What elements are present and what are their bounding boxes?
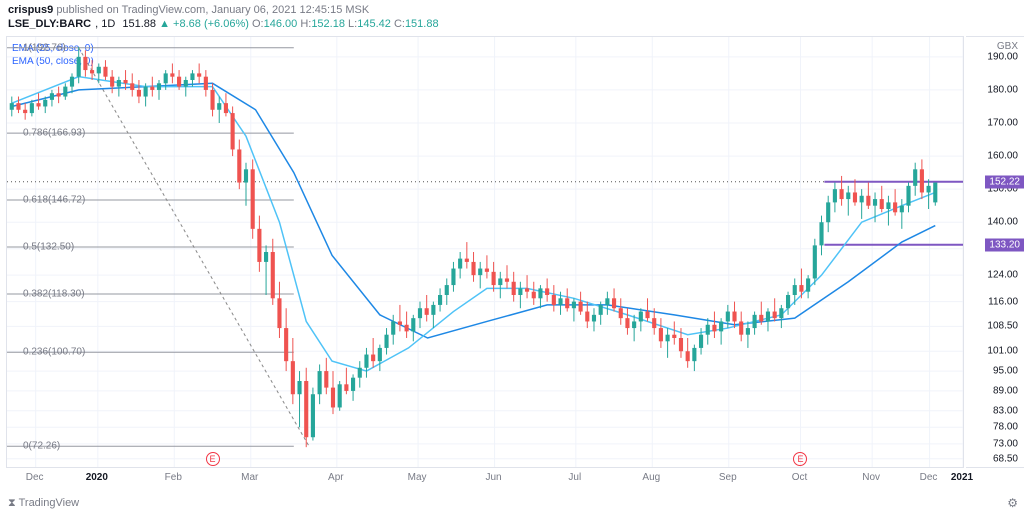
y-tick: 190.00 [987, 51, 1018, 62]
fib-level: 0.5(132.50) [23, 242, 74, 253]
fib-level: 0.618(146.72) [23, 195, 85, 206]
y-tick: 95.00 [993, 366, 1018, 377]
x-tick: Apr [328, 472, 344, 483]
x-tick: May [408, 472, 427, 483]
y-tick: 170.00 [987, 118, 1018, 129]
change-up: ▲ +8.68 (+6.06%) [159, 18, 249, 30]
fib-level: 0(72.26) [23, 441, 60, 452]
x-tick: Nov [862, 472, 880, 483]
publish-info: crispus9 published on TradingView.com, J… [8, 4, 369, 16]
y-tick: 83.00 [993, 405, 1018, 416]
y-tick: 116.00 [988, 296, 1018, 307]
tradingview-logo[interactable]: ⧗ TradingView [8, 497, 79, 510]
y-tick: 73.00 [993, 438, 1018, 449]
fib-level: 1(192.76) [23, 42, 66, 53]
x-tick: Dec [920, 472, 938, 483]
y-tick: 101.00 [987, 346, 1018, 357]
currency-label: GBX [997, 41, 1018, 52]
ticker[interactable]: LSE_DLY:BARC [8, 18, 91, 30]
x-tick: Feb [165, 472, 182, 483]
price-chart[interactable]: 1(192.76) 0.786(166.93) 0.618(146.72) 0.5(1… [6, 36, 964, 468]
y-tick: 78.00 [993, 422, 1018, 433]
fib-level: 0.236(100.70) [23, 347, 85, 358]
y-tick: 89.00 [993, 385, 1018, 396]
x-tick: Sep [719, 472, 737, 483]
x-axis: Dec 2020 Feb Mar Apr May Jun Jul Aug Sep Oct Nov Dec… [6, 470, 964, 488]
fib-level: 0.786(166.93) [23, 128, 85, 139]
fib-level: 0.382(118.30) [23, 289, 85, 300]
x-tick: 2021 [951, 472, 973, 483]
y-tick: 160.00 [987, 151, 1018, 162]
y-tick: 180.00 [987, 84, 1018, 95]
y-tick: 68.50 [993, 453, 1018, 464]
x-tick: 2020 [86, 472, 108, 483]
y-tick: 124.00 [987, 270, 1018, 281]
price-flag: 152.22 [985, 175, 1024, 188]
x-tick: Aug [642, 472, 660, 483]
y-axis: GBX 190.00180.00170.00160.00150.00140.00… [966, 36, 1024, 468]
price-flag: 133.20 [985, 238, 1024, 251]
x-tick: Dec [26, 472, 44, 483]
y-tick: 108.50 [987, 321, 1018, 332]
symbol-row: LSE_DLY:BARC, 1D 151.88 ▲ +8.68 (+6.06%)… [8, 18, 439, 30]
x-tick: Mar [241, 472, 258, 483]
x-tick: Jul [568, 472, 581, 483]
x-tick: Jun [485, 472, 501, 483]
earnings-badge[interactable]: E [793, 452, 807, 466]
x-tick: Oct [792, 472, 808, 483]
settings-icon[interactable]: ⚙ [1007, 496, 1018, 510]
earnings-badge[interactable]: E [206, 452, 220, 466]
y-tick: 140.00 [987, 217, 1018, 228]
